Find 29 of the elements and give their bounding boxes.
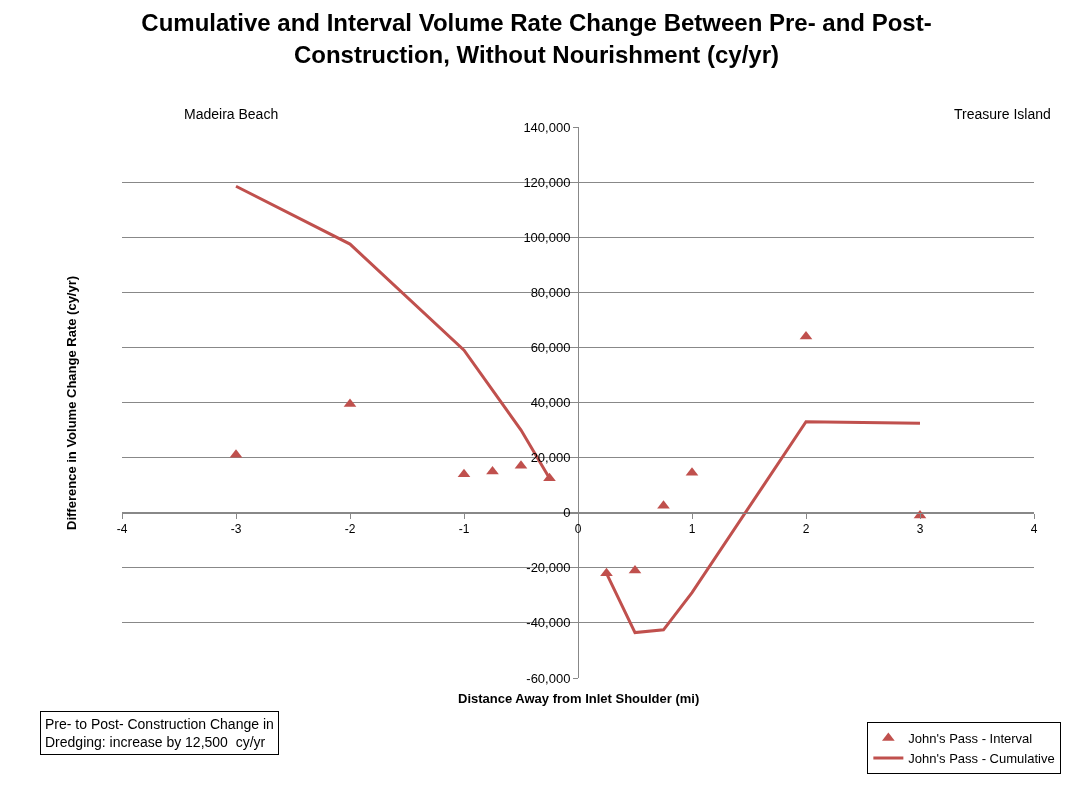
chart-title: Cumulative and Interval Volume Rate Change Between Pre- and Post-Construction, Without Nourishment (cy/yr) — [141, 9, 932, 68]
y-tick-label: -60,000 — [526, 670, 571, 686]
x-tick-label: -4 — [116, 522, 128, 537]
y-tick-label: 40,000 — [530, 395, 571, 411]
y-tick-label: 100,000 — [523, 229, 571, 245]
y-tick-label: 120,000 — [523, 174, 571, 190]
x-tick-label: 0 — [574, 522, 582, 537]
x-tick-label: -2 — [344, 522, 356, 537]
y-tick-label: 60,000 — [530, 339, 571, 355]
x-tick-label: 3 — [916, 522, 924, 537]
y-tick-label: 80,000 — [530, 284, 571, 300]
point — [799, 330, 813, 340]
x-axis-title: Distance Away from Inlet Shoulder (mi) — [458, 691, 700, 706]
y-tick-label: -40,000 — [526, 615, 571, 631]
y-tick-label: 0 — [563, 505, 571, 521]
x-tick-label: -1 — [458, 522, 470, 537]
legend-label: John's Pass - Interval — [908, 731, 1033, 747]
y-tick-label: 140,000 — [523, 119, 571, 135]
text: Treasure Island — [954, 106, 1051, 122]
y-tick-label: -20,000 — [526, 560, 571, 576]
point — [486, 465, 499, 475]
x-tick-label: 2 — [802, 522, 810, 537]
text: Madeira Beach — [184, 106, 279, 122]
legend-label: John's Pass - Cumulative — [908, 751, 1055, 766]
x-tick-label: 4 — [1030, 522, 1038, 537]
text: Pre- to Post- Construction Change in Dredging: increase by 12,500 cy/yr — [45, 716, 274, 751]
x-tick-label: -3 — [230, 522, 242, 537]
x-tick-label: 1 — [688, 522, 696, 537]
y-axis-title: Difference in Volume Change Rate (cy/yr) — [63, 275, 79, 530]
